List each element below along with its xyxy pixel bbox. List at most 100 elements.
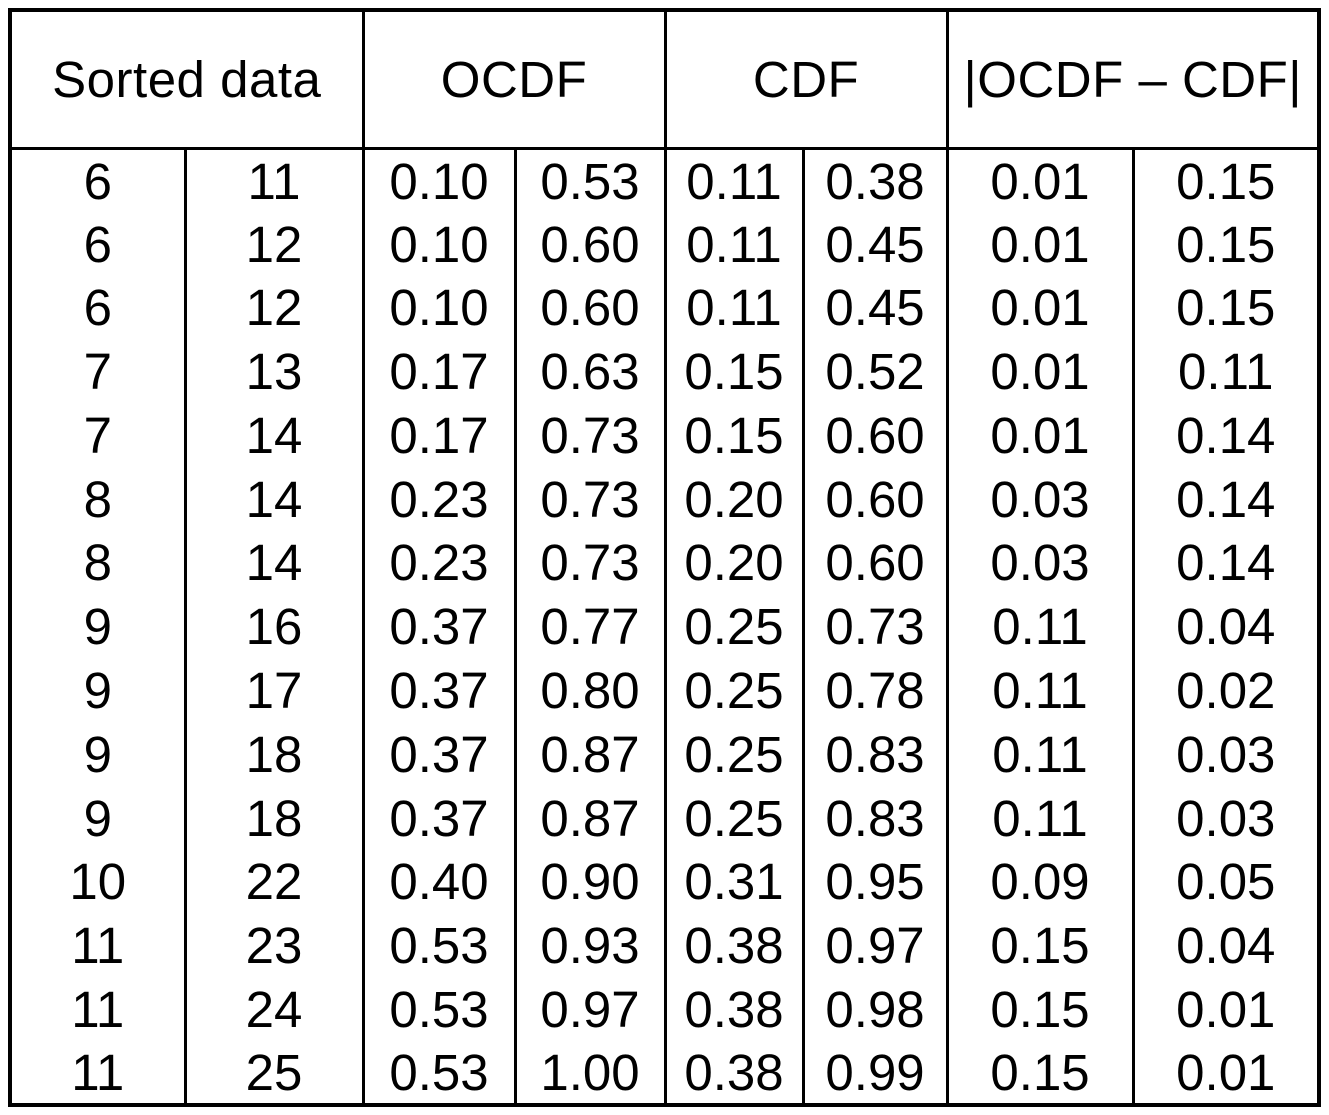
- table-cell: 0.73: [513, 467, 666, 532]
- table-cell: 25: [183, 1041, 364, 1105]
- table-row: 11 23 0.53 0.93 0.38 0.97 0.15 0.04: [10, 913, 1320, 978]
- table-cell: 0.77: [513, 594, 666, 659]
- table-cell: 23: [183, 913, 364, 978]
- table-cell: 0.10: [361, 276, 516, 340]
- table-cell: 0.15: [1131, 148, 1320, 213]
- table-cell: 0.02: [1131, 658, 1320, 723]
- table-cell: 0.01: [945, 276, 1134, 340]
- header-row: Sorted data OCDF CDF |OCDF – CDF|: [10, 10, 1320, 150]
- table-row: 8 14 0.23 0.73 0.20 0.60 0.03 0.14: [10, 531, 1320, 595]
- table-row: 11 25 0.53 1.00 0.38 0.99 0.15 0.01: [10, 1041, 1320, 1105]
- table-cell: 0.38: [663, 1041, 804, 1105]
- table-cell: 0.20: [663, 531, 804, 595]
- table-cell: 0.97: [513, 977, 666, 1042]
- table-cell: 0.38: [663, 977, 804, 1042]
- table-cell: 0.01: [1131, 1041, 1320, 1105]
- table-cell: 6: [83, 279, 112, 337]
- table-cell: 13: [183, 339, 364, 404]
- table-cell: 0.11: [945, 594, 1134, 659]
- header-abs-diff: |OCDF – CDF|: [945, 10, 1320, 150]
- table-header: Sorted data OCDF CDF |OCDF – CDF|: [10, 10, 1320, 150]
- table-row: 6 12 0.10 0.60 0.11 0.45 0.01 0.15: [10, 212, 1320, 277]
- table-row: 11 24 0.53 0.97 0.38 0.98 0.15 0.01: [10, 977, 1320, 1042]
- ks-statistics-table: Sorted data OCDF CDF |OCDF – CDF| 6 11 0.1…: [8, 8, 1322, 1107]
- table-cell: 0.25: [663, 722, 804, 787]
- table-cell: 0.01: [945, 403, 1134, 468]
- table-cell: 0.83: [801, 722, 948, 787]
- table-cell: 0.40: [361, 849, 516, 914]
- table-cell: 9: [83, 789, 112, 847]
- table-cell: 0.14: [1131, 403, 1320, 468]
- table-cell: 0.04: [1131, 594, 1320, 659]
- table-cell: 0.98: [801, 977, 948, 1042]
- table-cell: 0.45: [801, 276, 948, 340]
- table-cell: 14: [183, 531, 364, 595]
- table-cell: 0.15: [945, 1041, 1134, 1105]
- table-cell: 0.80: [513, 658, 666, 723]
- header-ocdf: OCDF: [361, 10, 666, 150]
- table-cell: 0.11: [945, 722, 1134, 787]
- table-cell: 0.01: [1131, 977, 1320, 1042]
- table-cell: 0.31: [663, 849, 804, 914]
- table-cell: 0.60: [801, 467, 948, 532]
- table-cell: 14: [183, 403, 364, 468]
- table-cell: 0.23: [361, 531, 516, 595]
- table-cell: 0.25: [663, 658, 804, 723]
- table-cell: 8: [83, 534, 112, 592]
- table-cell: 9: [83, 662, 112, 719]
- table-cell: 0.45: [801, 212, 948, 277]
- table-cell: 0.09: [945, 849, 1134, 914]
- table-cell: 0.53: [361, 1041, 516, 1105]
- table-cell: 0.60: [801, 403, 948, 468]
- table-cell: 0.17: [361, 403, 516, 468]
- table-cell: 0.15: [945, 977, 1134, 1042]
- table-row: 9 18 0.37 0.87 0.25 0.83 0.11 0.03: [10, 786, 1320, 850]
- table-row: 9 17 0.37 0.80 0.25 0.78 0.11 0.02: [10, 658, 1320, 723]
- table-cell: 0.83: [801, 786, 948, 850]
- table-row: 9 18 0.37 0.87 0.25 0.83 0.11 0.03: [10, 722, 1320, 787]
- table-cell: 0.60: [513, 276, 666, 340]
- table-row: 10 22 0.40 0.90 0.31 0.95 0.09 0.05: [10, 849, 1320, 914]
- table-cell: 0.11: [663, 212, 804, 277]
- table-cell: 0.15: [663, 403, 804, 468]
- table-cell: 0.53: [361, 913, 516, 978]
- table-cell: 11: [71, 980, 125, 1038]
- table-cell: 0.01: [945, 148, 1134, 213]
- table-cell: 7: [83, 406, 112, 464]
- table-cell: 12: [183, 212, 364, 277]
- table-cell: 0.03: [1131, 786, 1320, 850]
- table-row: 7 13 0.17 0.63 0.15 0.52 0.01 0.11: [10, 339, 1320, 404]
- table-cell: 9: [83, 725, 112, 783]
- table-cell: 0.53: [513, 148, 666, 213]
- table-cell: 0.99: [801, 1041, 948, 1105]
- header-sorted-data: Sorted data: [10, 10, 364, 150]
- table-cell: 0.53: [361, 977, 516, 1042]
- table-cell: 0.15: [1131, 276, 1320, 340]
- table-cell: 0.15: [945, 913, 1134, 978]
- table-cell: 0.03: [945, 467, 1134, 532]
- table-cell: 0.37: [361, 722, 516, 787]
- table-cell: 6: [83, 152, 112, 210]
- table-cell: 0.25: [663, 594, 804, 659]
- table-cell: 0.93: [513, 913, 666, 978]
- table-row: 8 14 0.23 0.73 0.20 0.60 0.03 0.14: [10, 467, 1320, 532]
- table-cell: 0.15: [663, 339, 804, 404]
- table-cell: 11: [183, 148, 364, 213]
- table-cell: 0.37: [361, 594, 516, 659]
- table-cell: 0.11: [663, 276, 804, 340]
- table-cell: 12: [183, 276, 364, 340]
- table-cell: 0.14: [1131, 467, 1320, 532]
- table-cell: 0.73: [513, 403, 666, 468]
- table-cell: 18: [183, 722, 364, 787]
- table-cell: 11: [71, 1043, 125, 1101]
- table-cell: 0.37: [361, 786, 516, 850]
- table-cell: 0.63: [513, 339, 666, 404]
- table-cell: 0.10: [361, 212, 516, 277]
- table-cell: 0.05: [1131, 849, 1320, 914]
- table-cell: 0.20: [663, 467, 804, 532]
- table-cell: 0.11: [1131, 339, 1320, 404]
- table-cell: 0.25: [663, 786, 804, 850]
- table-row: 6 12 0.10 0.60 0.11 0.45 0.01 0.15: [10, 276, 1320, 340]
- table-cell: 0.38: [801, 148, 948, 213]
